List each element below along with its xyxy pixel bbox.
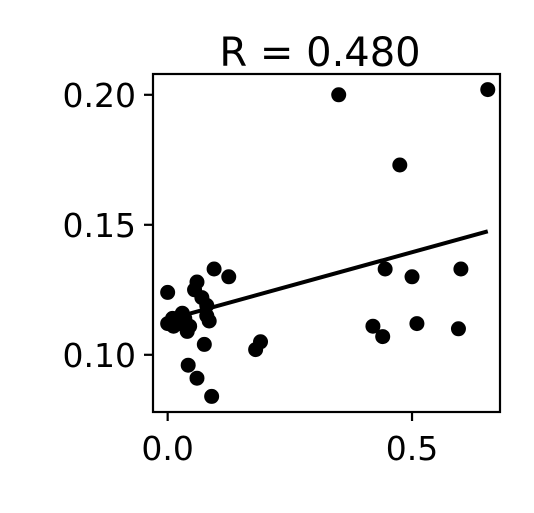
data-point-10	[182, 318, 198, 334]
data-point-21	[221, 269, 237, 285]
data-point-15	[196, 336, 212, 352]
data-point-24	[331, 87, 347, 103]
data-point-30	[409, 316, 425, 332]
fit-line-group	[167, 229, 489, 322]
data-point-9	[180, 357, 196, 373]
data-point-13	[189, 370, 205, 386]
data-point-26	[375, 329, 391, 345]
data-point-23	[253, 334, 269, 350]
data-point-28	[392, 157, 408, 173]
data-point-0	[160, 284, 176, 300]
axes: 0.0 0.5 0.10 0.15 0.20	[63, 72, 502, 468]
data-point-12	[189, 274, 205, 290]
y-tick-label-2: 0.20	[63, 76, 136, 115]
data-point-25	[365, 318, 381, 334]
data-point-31	[450, 321, 466, 337]
y-tick-label-1: 0.15	[63, 206, 136, 245]
fit-line	[167, 229, 489, 322]
data-point-29	[404, 269, 420, 285]
chart-title: R = 0.480	[219, 30, 420, 76]
data-point-32	[453, 261, 469, 277]
data-point-27	[377, 261, 393, 277]
data-point-20	[206, 261, 222, 277]
y-tick-label-0: 0.10	[63, 336, 136, 375]
data-point-33	[480, 82, 496, 98]
plot-frame	[151, 72, 502, 414]
data-point-18	[201, 313, 217, 329]
data-point-19	[204, 388, 220, 404]
x-tick-label-1: 0.5	[386, 429, 438, 468]
x-tick-label-0: 0.0	[141, 429, 193, 468]
